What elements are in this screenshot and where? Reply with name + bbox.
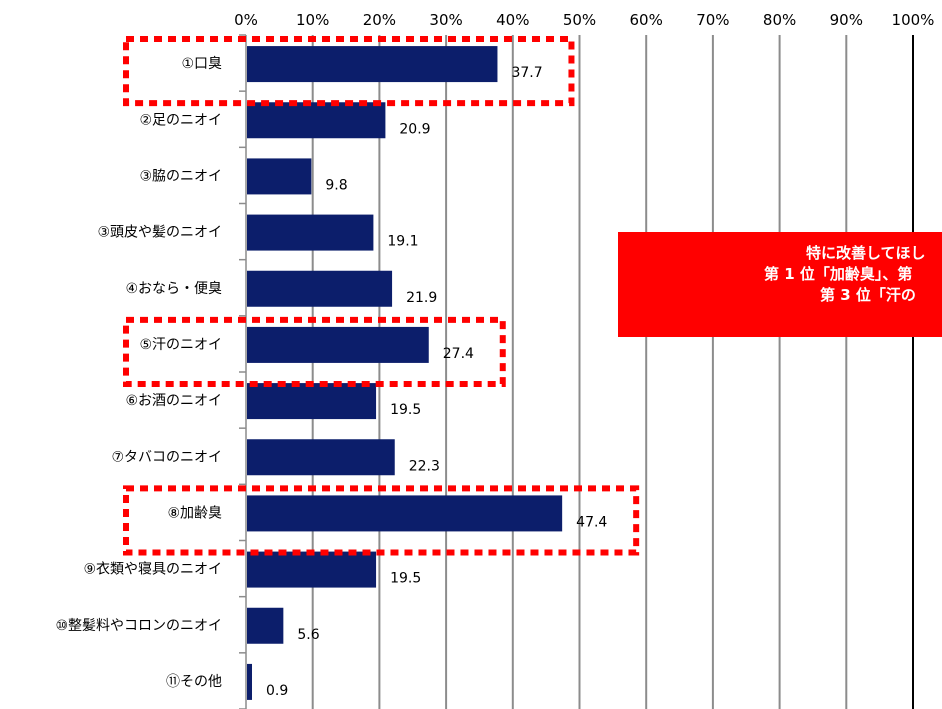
category-label: ⑪その他: [166, 674, 222, 690]
value-label: 19.5: [390, 402, 421, 418]
bar: [247, 439, 395, 476]
y-axis: [239, 34, 247, 709]
bar: [247, 551, 377, 588]
x-tick-label: 30%: [429, 11, 462, 29]
x-tick-label: 100%: [892, 11, 935, 29]
bars: [247, 46, 563, 700]
category-label: ⑩整髪料やコロンのニオイ: [55, 618, 222, 634]
value-label: 19.1: [387, 234, 418, 250]
bar: [247, 495, 563, 532]
value-label: 27.4: [443, 346, 474, 362]
bar: [247, 663, 253, 700]
category-label: ⑨衣類や寝具のニオイ: [83, 561, 222, 578]
bar: [247, 46, 498, 83]
bar: [247, 214, 374, 251]
x-axis-ticks: 0% 10% 20% 30% 40% 50% 60% 70% 80% 90% 100%: [234, 11, 934, 29]
value-label: 5.6: [297, 627, 319, 643]
bar: [247, 158, 312, 195]
bar: [247, 102, 386, 139]
x-tick-label: 40%: [496, 11, 529, 29]
x-tick-label: 90%: [830, 11, 863, 29]
bar: [247, 607, 284, 644]
highlight-box: [123, 316, 506, 388]
value-label: 22.3: [409, 458, 440, 474]
bar: [247, 270, 393, 307]
category-label: ②足のニオイ: [139, 112, 222, 128]
x-tick-label: 20%: [363, 11, 396, 29]
category-label: ⑧加齢臭: [167, 505, 222, 521]
category-label: ③頭皮や髪のニオイ: [97, 225, 222, 241]
x-tick-label: 10%: [296, 11, 329, 29]
category-label: ④おなら・便臭: [125, 281, 222, 297]
value-label: 21.9: [406, 290, 437, 306]
annotation-line-3: 第 3 位「汗の: [820, 286, 916, 304]
value-labels: 37.7 20.9 9.8 19.1 21.9 27.4 19.5 22.3 47.4 19.5 5…: [266, 65, 607, 699]
x-tick-label: 70%: [696, 11, 729, 29]
highlight-boxes: [123, 36, 640, 556]
category-label: ③脇のニオイ: [139, 168, 222, 184]
category-labels: ①口臭 ②足のニオイ ③脇のニオイ ③頭皮や髪のニオイ ④おなら・便臭 ⑤汗のニオイ ⑥お酒…: [55, 56, 222, 690]
annotation-line-1: 特に改善してほし: [806, 244, 926, 262]
annotation-callout: 特に改善してほし 第 1 位「加齢臭」、第 第 3 位「汗の: [618, 232, 942, 337]
category-label: ⑦タバコのニオイ: [111, 449, 222, 465]
bar: [247, 383, 377, 420]
highlight-box: [123, 36, 575, 107]
category-label: ⑤汗のニオイ: [139, 337, 222, 353]
x-tick-label: 50%: [563, 11, 596, 29]
value-label: 0.9: [266, 683, 288, 699]
x-tick-label: 0%: [234, 11, 258, 29]
annotation-line-2: 第 1 位「加齢臭」、第: [764, 265, 913, 283]
category-label: ①口臭: [181, 56, 222, 72]
value-label: 37.7: [511, 65, 542, 81]
value-label: 9.8: [325, 177, 347, 193]
value-label: 19.5: [390, 571, 421, 587]
bar: [247, 326, 429, 363]
value-label: 47.4: [576, 514, 607, 530]
gridlines: [311, 35, 914, 709]
x-tick-label: 60%: [630, 11, 663, 29]
category-label: ⑥お酒のニオイ: [125, 393, 222, 409]
x-tick-label: 80%: [763, 11, 796, 29]
highlight-box: [123, 485, 640, 556]
value-label: 20.9: [399, 121, 430, 137]
